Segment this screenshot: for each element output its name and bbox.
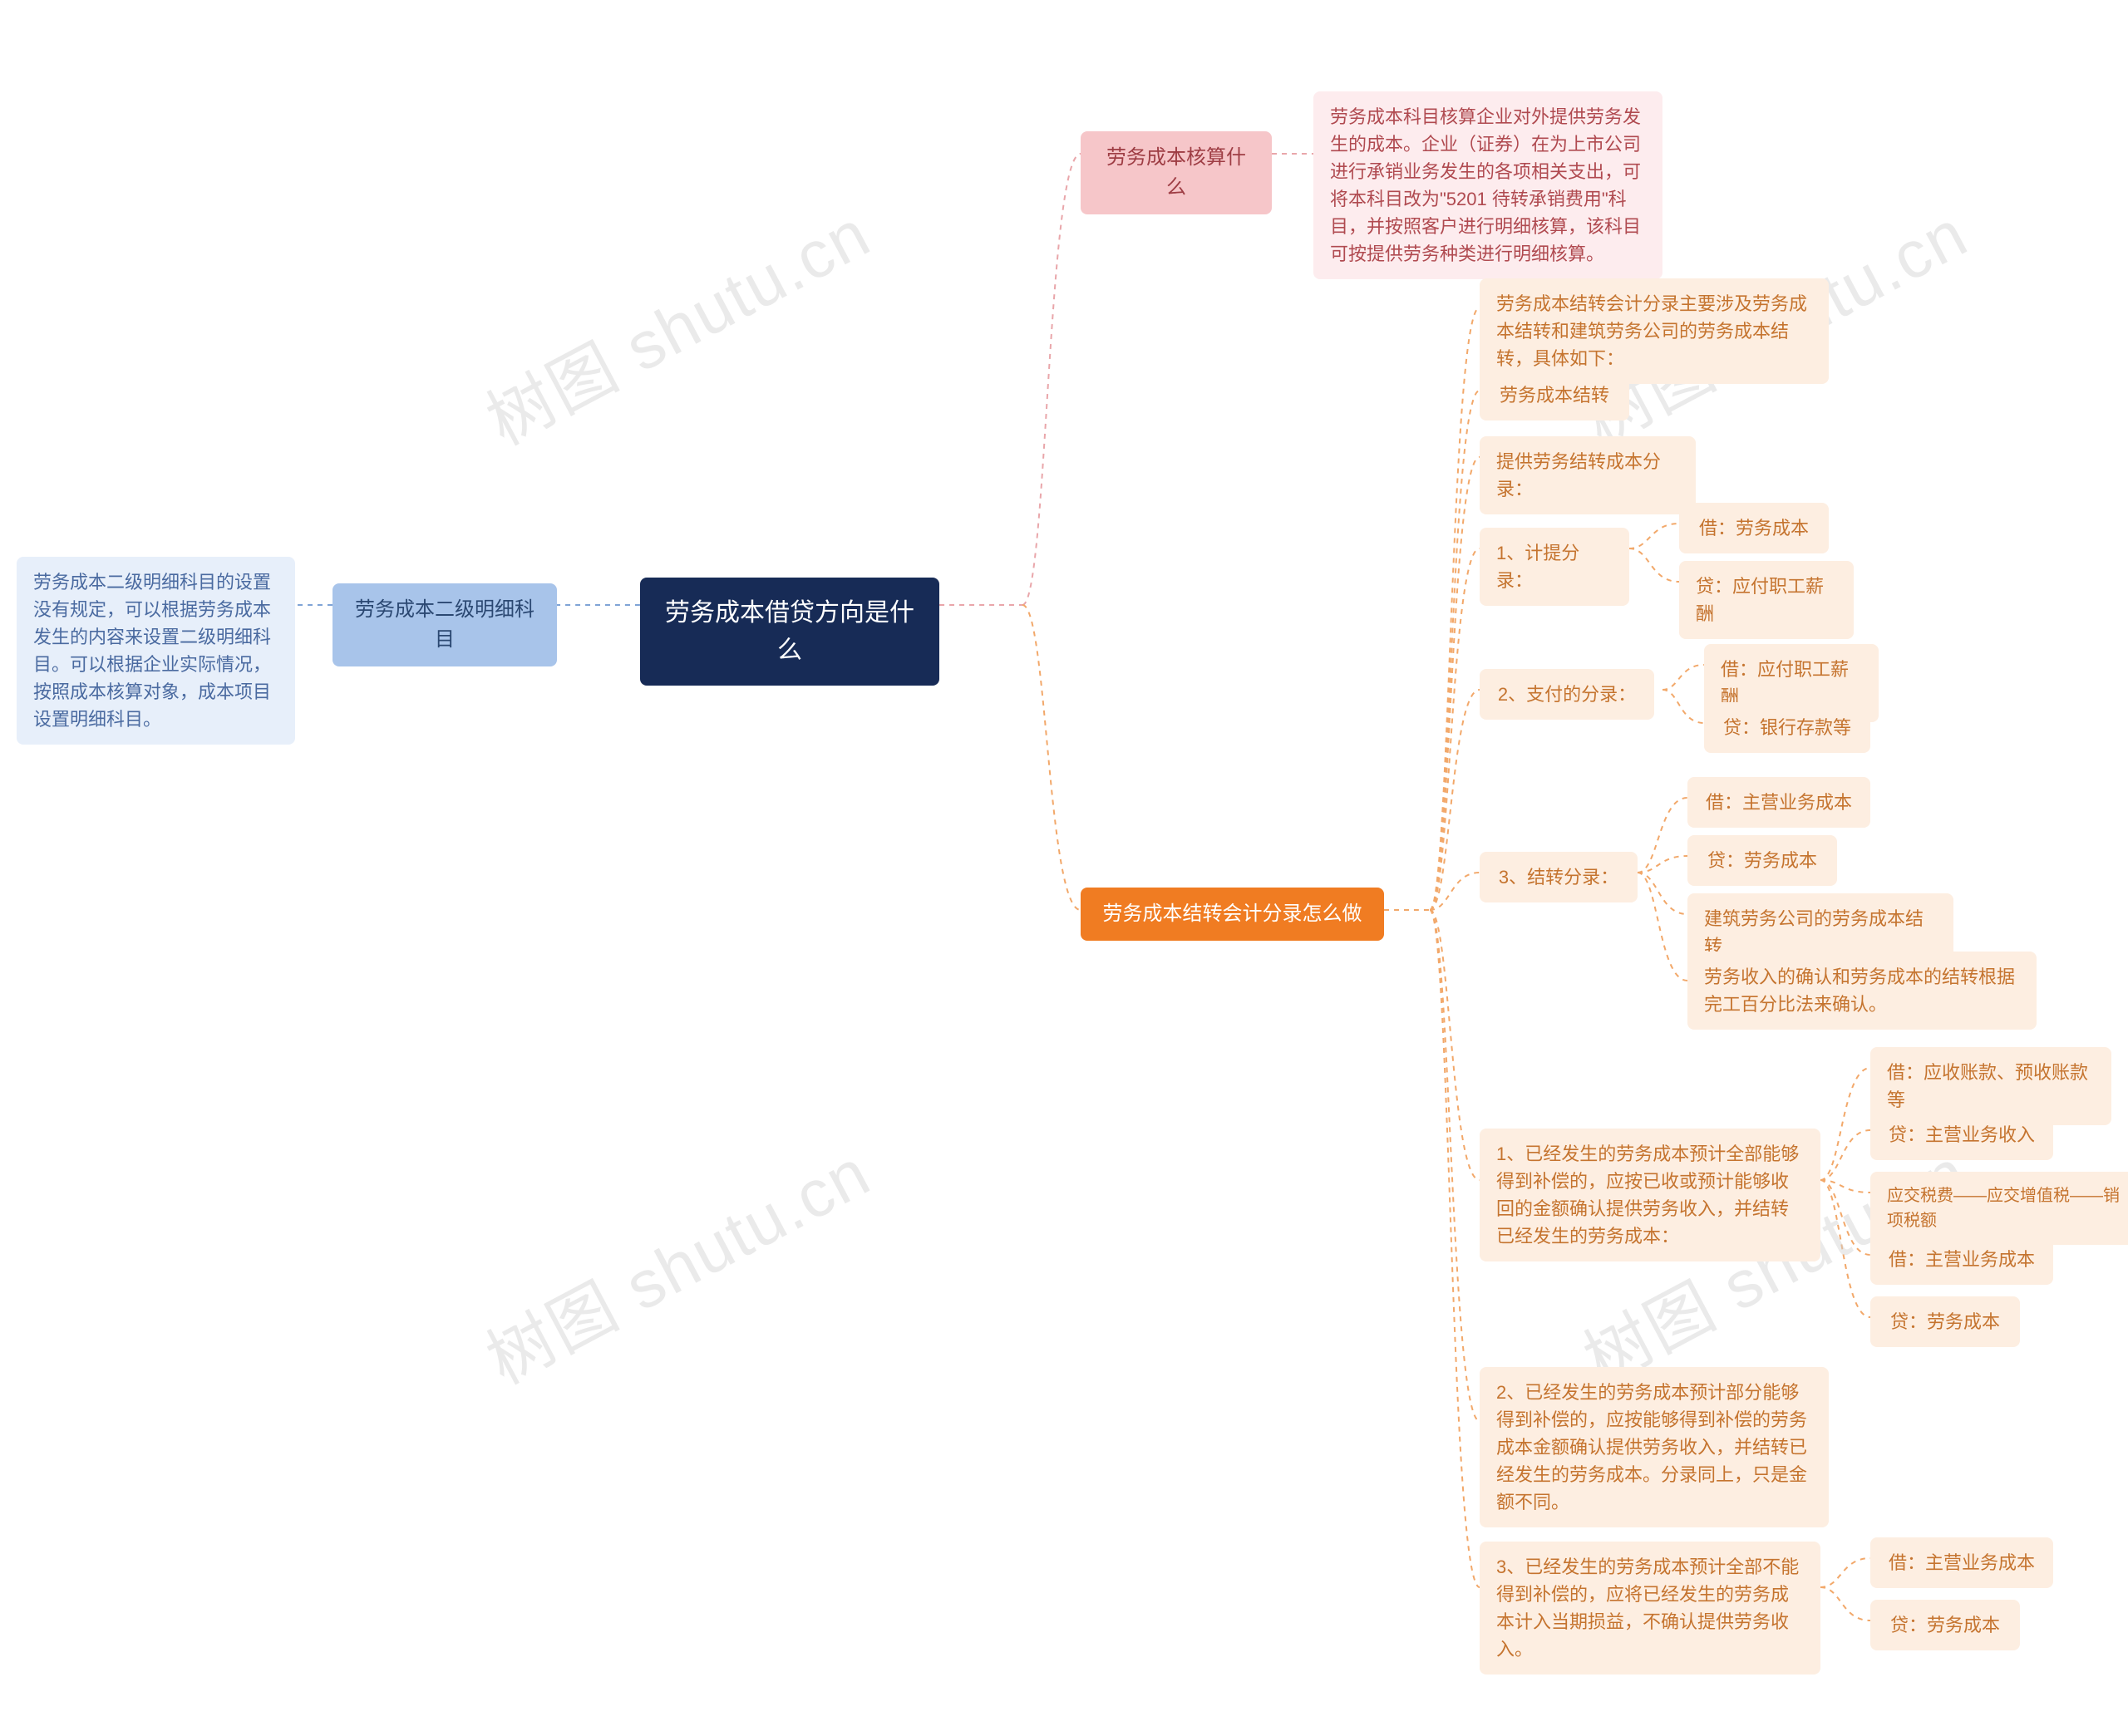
root-node[interactable]: 劳务成本借贷方向是什么 bbox=[640, 578, 939, 686]
branch-orange[interactable]: 劳务成本结转会计分录怎么做 bbox=[1081, 888, 1384, 941]
orange-c4: 1、计提分录： bbox=[1480, 528, 1629, 606]
orange-c8: 2、已经发生的劳务成本预计部分能够得到补偿的，应按能够得到补偿的劳务成本金额确认… bbox=[1480, 1367, 1829, 1527]
orange-c6-sub3: 劳务收入的确认和劳务成本的结转根据完工百分比法来确认。 bbox=[1687, 952, 2037, 1030]
orange-c7-sub1: 贷：主营业务收入 bbox=[1870, 1109, 2053, 1160]
watermark: 树图 shutu.cn bbox=[467, 1120, 884, 1403]
orange-c4-sub1: 贷：应付职工薪酬 bbox=[1679, 561, 1854, 639]
orange-c3: 提供劳务结转成本分录： bbox=[1480, 436, 1696, 514]
orange-c4-sub0: 借：劳务成本 bbox=[1679, 503, 1829, 553]
orange-c9: 3、已经发生的劳务成本预计全部不能得到补偿的，应将已经发生的劳务成本计入当期损益… bbox=[1480, 1542, 1820, 1675]
orange-c6-sub1: 贷：劳务成本 bbox=[1687, 835, 1837, 886]
orange-c5: 2、支付的分录： bbox=[1480, 669, 1654, 720]
orange-c6-sub0: 借：主营业务成本 bbox=[1687, 777, 1870, 828]
watermark: 树图 shutu.cn bbox=[467, 181, 884, 464]
orange-c7: 1、已经发生的劳务成本预计全部能够得到补偿的，应按已收或预计能够收回的金额确认提… bbox=[1480, 1129, 1820, 1261]
orange-c6: 3、结转分录： bbox=[1480, 852, 1638, 902]
leaf-pink-detail: 劳务成本科目核算企业对外提供劳务发生的成本。企业（证券）在为上市公司进行承销业务… bbox=[1313, 91, 1662, 279]
orange-c7-sub4: 贷：劳务成本 bbox=[1870, 1296, 2020, 1347]
orange-c9-sub0: 借：主营业务成本 bbox=[1870, 1537, 2053, 1588]
leaf-left-detail: 劳务成本二级明细科目的设置没有规定，可以根据劳务成本发生的内容来设置二级明细科目… bbox=[17, 557, 295, 745]
orange-c7-sub3: 借：主营业务成本 bbox=[1870, 1234, 2053, 1285]
orange-c1: 劳务成本结转会计分录主要涉及劳务成本结转和建筑劳务公司的劳务成本结转，具体如下： bbox=[1480, 278, 1829, 384]
orange-c5-sub1: 贷：银行存款等 bbox=[1704, 702, 1870, 753]
orange-c9-sub1: 贷：劳务成本 bbox=[1870, 1600, 2020, 1650]
branch-pink[interactable]: 劳务成本核算什么 bbox=[1081, 131, 1272, 214]
branch-left[interactable]: 劳务成本二级明细科目 bbox=[332, 583, 557, 666]
orange-c2: 劳务成本结转 bbox=[1480, 370, 1629, 420]
